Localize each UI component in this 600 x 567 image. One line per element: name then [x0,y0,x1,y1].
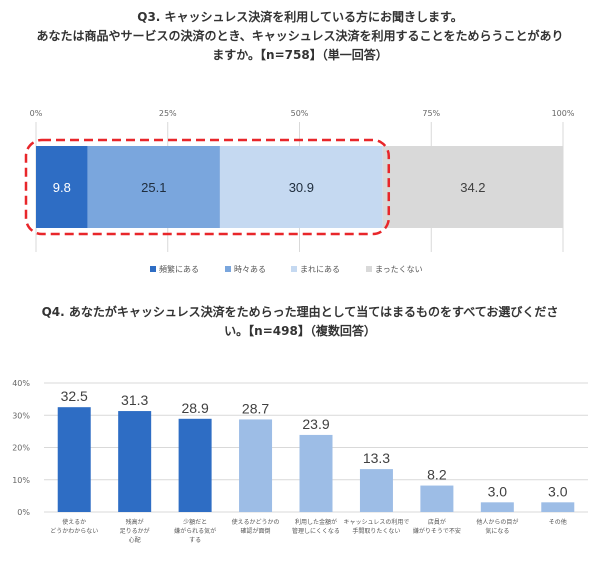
x-tick-label: 75% [422,109,440,118]
category-label: 利用した金額が [295,518,337,526]
y-tick-label: 30% [12,411,30,420]
category-label: 少額だと [183,518,207,526]
bar-segment [36,146,88,228]
category-label: 残高が [126,518,144,526]
legend-swatch [366,266,372,272]
legend-label: 時々ある [234,265,266,274]
x-tick-label: 50% [291,109,309,118]
bar [178,418,212,512]
category-label: キャッシュレスの利用で [343,518,409,526]
bar-value-label: 34.2 [460,180,485,195]
bar [57,407,91,512]
y-tick-label: 10% [12,476,30,485]
bar-value-label: 3.0 [488,483,508,499]
category-label: 他人からの目が [476,518,518,526]
q3-title-line: あなたは商品やサービスの決済のとき、キャッシュレス決済を利用することをためらうこ… [36,29,564,43]
bar [359,469,393,512]
q3-title: Q3. キャッシュレス決済を利用している方にお聞きします。 あなたは商品やサービ… [8,8,592,65]
category-label: 使えるかどうかの [232,518,280,526]
bar [299,434,333,512]
bar-value-label: 30.9 [289,180,314,195]
bar [118,411,152,512]
bar-segment [382,146,563,228]
category-label: その他 [549,518,567,526]
category-label: どうかわからない [50,527,98,535]
category-label: 店員が [428,518,446,526]
x-tick-label: 0% [30,109,43,118]
category-label: 管理しにくくなる [292,527,340,535]
bar-value-label: 3.0 [548,483,568,499]
highlight-box [24,138,391,236]
bar [239,419,273,512]
category-label: 嫌がられる気が [174,527,216,535]
y-tick-label: 20% [12,444,30,453]
q3-title-line: Q3. キャッシュレス決済を利用している方にお聞きします。 [137,10,463,24]
category-label: 心配 [129,537,141,544]
y-tick-label: 0% [17,508,30,517]
bar [420,485,454,512]
bar-value-label: 32.5 [61,388,88,404]
bar-value-label: 9.8 [53,180,71,195]
category-label: 確認が面倒 [241,527,271,535]
bar [541,502,575,512]
bar-value-label: 28.7 [242,400,269,416]
category-label: する [189,537,201,544]
legend-swatch [291,266,297,272]
bar [480,502,514,512]
y-tick-label: 40% [12,379,30,388]
x-tick-label: 100% [552,109,575,118]
bar-segment [219,146,383,228]
category-label: 使えるか [62,518,86,526]
legend-label: 頻繁にある [159,264,199,274]
category-label: 気になる [485,527,509,535]
category-label: 足りるかが [120,527,150,535]
bar-segment [87,146,220,228]
category-label: 嫌がりそうで不安 [413,527,461,535]
bar-value-label: 8.2 [427,467,447,483]
x-tick-label: 25% [159,109,177,118]
category-label: 手間取りたくない [352,527,400,535]
q4-title-line: い。【n=498】（複数回答） [224,324,376,338]
legend-label: まれにある [300,265,340,274]
legend-swatch [150,266,156,272]
bar-value-label: 28.9 [181,400,208,416]
legend-label: まったくない [375,265,423,274]
bar-value-label: 13.3 [363,450,390,466]
bar-value-label: 31.3 [121,392,148,408]
q3-title-line: ますか。【n=758】（単一回答） [212,48,388,62]
q3-stacked-bar-chart: 0% 25% 50% 75% 100% 9.8 25.1 30.9 34.2 頻繁にある 時々ある ま… [24,109,575,274]
q4-title: Q4. あなたがキャッシュレス決済をためらった理由として当てはまるものをすべてお… [8,303,592,341]
legend-swatch [225,266,231,272]
bar-value-label: 25.1 [141,180,166,195]
bar-value-label: 23.9 [302,416,329,432]
q4-title-line: Q4. あなたがキャッシュレス決済をためらった理由として当てはまるものをすべてお… [41,305,559,319]
